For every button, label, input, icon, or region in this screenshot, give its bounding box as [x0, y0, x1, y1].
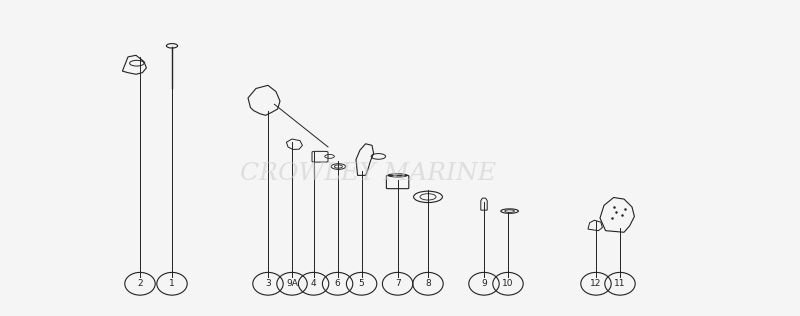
Text: 1: 1: [169, 279, 175, 288]
Text: 7: 7: [394, 279, 401, 288]
Text: 11: 11: [614, 279, 626, 288]
Text: 8: 8: [425, 279, 431, 288]
Text: CROWLEY MARINE: CROWLEY MARINE: [240, 162, 496, 185]
Text: 9A: 9A: [286, 279, 298, 288]
Text: 3: 3: [265, 279, 271, 288]
Text: 10: 10: [502, 279, 514, 288]
Text: 12: 12: [590, 279, 602, 288]
Text: 9: 9: [481, 279, 487, 288]
Text: 5: 5: [358, 279, 365, 288]
Text: 2: 2: [137, 279, 143, 288]
Text: 4: 4: [310, 279, 317, 288]
Text: 6: 6: [334, 279, 341, 288]
